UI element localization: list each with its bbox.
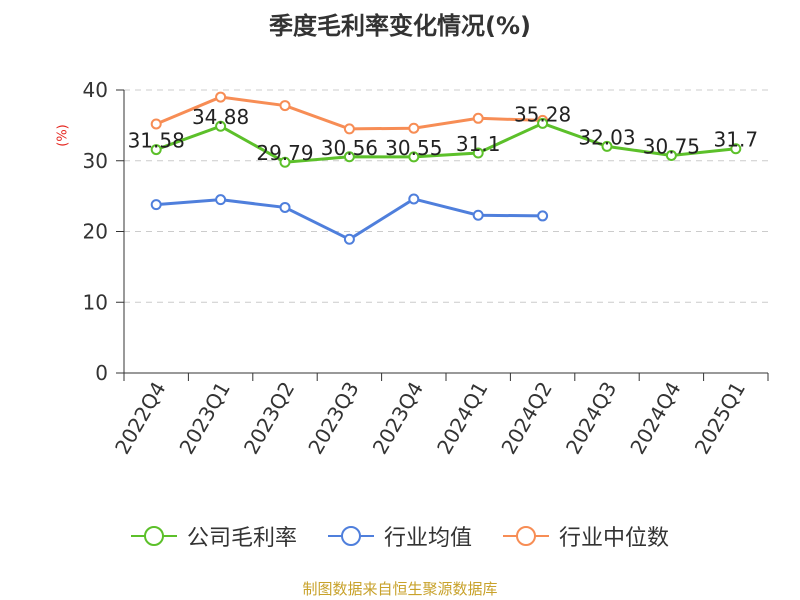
y-tick-label: 10: [83, 290, 108, 314]
data-point: [537, 117, 549, 129]
data-point: [408, 151, 420, 163]
data-label: 30.55: [385, 136, 442, 160]
data-point: [150, 144, 162, 156]
data-point: [215, 194, 227, 206]
data-point: [472, 209, 484, 221]
legend: 公司毛利率 行业均值 行业中位数: [0, 520, 800, 553]
data-point: [601, 140, 613, 152]
y-tick-label: 0: [95, 361, 108, 385]
y-tick-label: 30: [83, 149, 108, 173]
legend-label: 公司毛利率: [186, 526, 297, 551]
data-point: [215, 120, 227, 132]
legend-marker-icon: [130, 525, 177, 547]
y-tick-label: 40: [83, 78, 108, 102]
data-label: 31.1: [456, 132, 501, 156]
data-point: [279, 100, 291, 112]
legend-item-industry-median[interactable]: 行业中位数: [503, 520, 669, 552]
x-tick-label: 2024Q4: [625, 378, 685, 459]
data-label: 29.79: [256, 141, 313, 165]
data-label: 30.56: [321, 136, 378, 160]
data-point: [343, 123, 355, 135]
x-tick-label: 2023Q2: [239, 378, 299, 459]
x-tick-label: 2023Q4: [368, 378, 428, 459]
data-label: 31.7: [714, 128, 759, 152]
data-label: 34.88: [192, 105, 249, 129]
data-label: 30.75: [643, 134, 700, 158]
series-line: [155, 121, 736, 164]
data-point: [150, 118, 162, 130]
data-point: [215, 91, 227, 103]
x-tick-label: 2024Q1: [432, 378, 492, 459]
data-point: [537, 210, 549, 222]
data-point: [279, 201, 291, 213]
data-point: [150, 199, 162, 211]
data-point: [472, 112, 484, 124]
data-label: 31.58: [128, 129, 185, 153]
data-point: [730, 143, 742, 155]
data-label: 35.28: [514, 102, 571, 126]
legend-item-company[interactable]: 公司毛利率: [130, 520, 297, 552]
x-tick-label: 2024Q2: [496, 378, 556, 459]
legend-label: 行业均值: [383, 526, 472, 551]
data-point: [343, 233, 355, 245]
data-point: [279, 156, 291, 168]
data-point: [472, 147, 484, 159]
source-note: 制图数据来自恒生聚源数据库: [302, 580, 498, 598]
x-tick-label: 2025Q1: [690, 378, 750, 459]
legend-marker-icon: [503, 525, 549, 547]
chart-title: 季度毛利率变化情况(%): [269, 12, 531, 40]
legend-label: 行业中位数: [559, 526, 670, 551]
data-point: [408, 122, 420, 134]
data-point: [665, 149, 677, 161]
x-tick-label: 2022Q4: [110, 378, 170, 459]
data-point: [343, 151, 355, 163]
data-label: 32.03: [578, 125, 635, 149]
y-tick-label: 20: [83, 220, 108, 244]
x-tick-label: 2023Q1: [174, 378, 234, 459]
x-tick-label: 2024Q3: [561, 378, 621, 459]
x-tick-label: 2023Q3: [303, 378, 363, 459]
data-point: [408, 193, 420, 205]
series-line: [156, 197, 543, 241]
legend-item-industry-mean[interactable]: 行业均值: [327, 520, 472, 552]
legend-marker-icon: [327, 525, 374, 547]
